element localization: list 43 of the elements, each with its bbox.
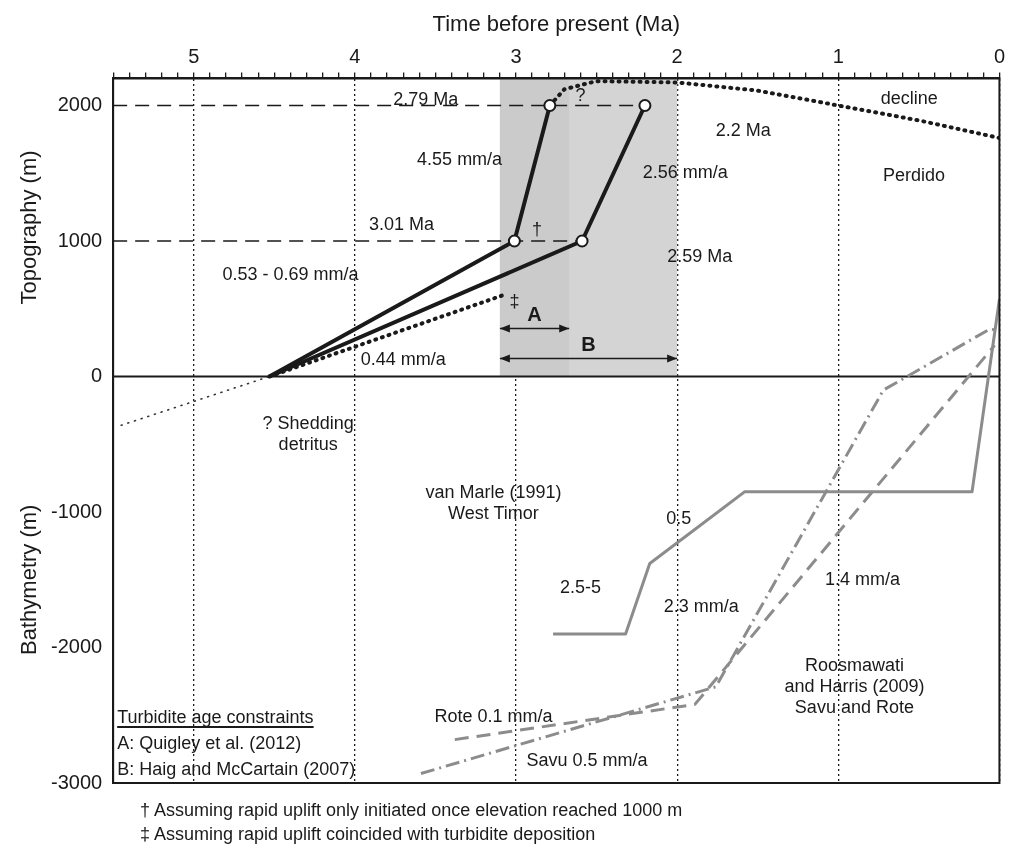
band-label: A [527, 303, 542, 326]
annotation: Perdido [883, 164, 946, 185]
annotation: 2.5-5 [559, 576, 601, 597]
annotation: ‡ [509, 290, 520, 311]
annotation: B: Haig and McCartain (2007) [117, 759, 356, 779]
annotation: 0.44 mm/a [360, 349, 447, 370]
annotation: decline [880, 87, 938, 108]
x-axis-title: Time before present (Ma) [432, 11, 680, 37]
annotation: 2.79 Ma [393, 89, 460, 110]
text: ‡ Assuming rapid uplift coincided with turbidite deposition [140, 823, 597, 846]
annotation: 3.01 Ma [369, 213, 436, 234]
y-tick-label: 1000 [57, 228, 103, 251]
annotation: 2.3 mm/a [663, 595, 740, 616]
y-tick-label: -2000 [51, 635, 103, 658]
annotation: Rote 0.1 mm/a [434, 705, 554, 726]
x-tick-label: 5 [188, 44, 200, 67]
annotation: Savu 0.5 mm/a [526, 750, 649, 771]
x-tick-label: 1 [832, 44, 844, 67]
annotation: 2.59 Ma [667, 246, 734, 267]
y-tick-label: -1000 [51, 499, 103, 522]
annotation: van Marle (1991) West Timor [425, 482, 562, 524]
x-tick-label: 4 [349, 44, 361, 67]
annotation: ? [575, 84, 586, 105]
annotation: 4.55 mm/a [417, 148, 504, 169]
annotation: Roosmawati and Harris (2009) Savu and Rote [784, 654, 925, 717]
text: † Assuming rapid uplift only initiated once elevation reached 1000 m [140, 799, 684, 822]
y2-axis-title: Bathymetry (m) [16, 504, 42, 655]
x-tick-label: 2 [671, 44, 683, 67]
annotation: 2.2 Ma [715, 120, 772, 141]
annotation: 0.5 [666, 507, 692, 528]
y-tick-label: 0 [91, 364, 103, 387]
y-axis-title: Topography (m) [16, 150, 42, 305]
band-label: B [581, 333, 596, 356]
y-tick-label: 2000 [57, 93, 103, 116]
annotation: ? Shedding detritus [262, 413, 354, 455]
annotation: A: Quigley et al. (2012) [117, 733, 302, 753]
annotation: 2.56 mm/a [642, 162, 729, 183]
x-tick-label: 0 [993, 44, 1005, 67]
annotation: 1.4 mm/a [824, 568, 901, 589]
x-tick-label: 3 [510, 44, 522, 67]
annotation: † [531, 219, 542, 240]
y-tick-label: -3000 [51, 770, 103, 793]
annotation: 0.53 - 0.69 mm/a [222, 263, 360, 284]
